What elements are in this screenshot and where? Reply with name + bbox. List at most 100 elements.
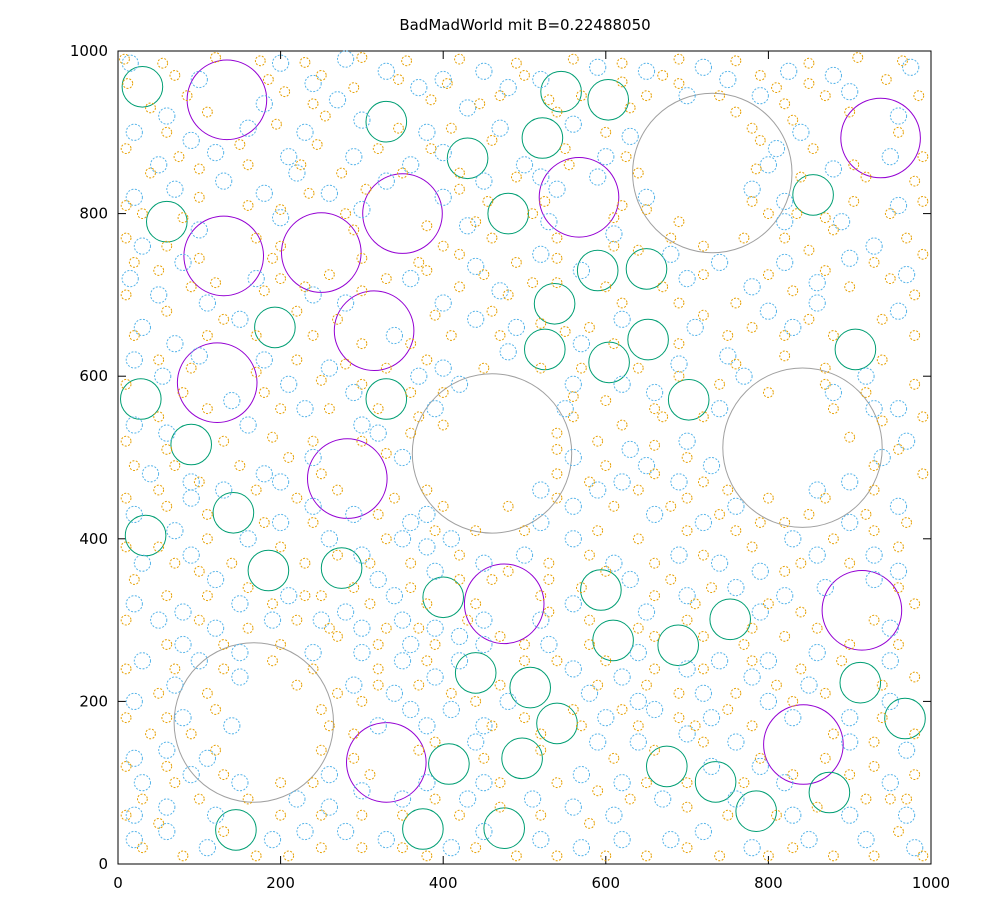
circle-point-blue — [393, 530, 412, 548]
circle-point-blue — [532, 513, 550, 532]
circle-point-orange — [901, 793, 912, 805]
circle-point-orange — [454, 167, 465, 179]
circle-point-blue — [320, 184, 338, 202]
circle-point-blue — [881, 652, 899, 670]
circle-point-orange — [153, 687, 165, 699]
circle-point-orange — [315, 374, 327, 386]
circle-point-orange — [283, 850, 295, 862]
circle-point-blue — [263, 611, 282, 629]
circle-point-orange — [698, 663, 709, 675]
circle-point-orange — [291, 679, 303, 691]
circle-point-blue — [564, 375, 582, 393]
circle-point-blue — [475, 172, 493, 190]
circle-point-orange — [722, 484, 734, 496]
circle-point-orange — [470, 842, 482, 854]
circle-point-orange — [307, 517, 319, 528]
circle-point-blue — [711, 253, 729, 271]
circle-point-orange — [332, 313, 343, 325]
circle-point-blue — [304, 448, 322, 467]
circle-point-orange — [750, 163, 762, 175]
circle-point-orange — [275, 204, 287, 215]
circle-point-orange — [324, 622, 335, 634]
circle-point-orange — [380, 622, 392, 634]
circle-point-blue — [353, 546, 371, 564]
circle-point-orange — [356, 285, 368, 297]
circle-point-orange — [153, 818, 165, 829]
circle-point-purple — [362, 173, 443, 254]
circle-point-orange — [161, 712, 173, 724]
circle-point-orange — [860, 509, 872, 520]
circle-point-gray — [632, 92, 793, 254]
circle-point-orange — [819, 90, 831, 102]
circle-point-orange — [527, 277, 538, 289]
circle-point-orange — [649, 744, 660, 756]
circle-point-orange — [527, 208, 538, 220]
circle-point-orange — [299, 557, 311, 569]
circle-point-blue — [121, 54, 139, 72]
circle-point-blue — [288, 790, 306, 808]
circle-point-blue — [459, 99, 477, 117]
circle-point-blue — [540, 635, 558, 654]
circle-point-blue — [564, 115, 582, 133]
circle-point-orange — [421, 655, 433, 667]
circle-point-blue — [841, 806, 859, 824]
circle-point-orange — [275, 639, 287, 650]
circle-point-orange — [307, 435, 319, 447]
circle-point-orange — [336, 167, 348, 179]
circle-point-blue — [605, 225, 623, 243]
circle-point-blue — [613, 668, 631, 686]
circle-point-blue — [328, 91, 347, 109]
circle-point-orange — [551, 777, 563, 789]
circle-point-orange — [380, 362, 392, 374]
circle-point-orange — [819, 362, 831, 374]
circle-point-blue — [727, 733, 745, 751]
circle-point-green — [212, 492, 255, 534]
circle-point-orange — [698, 269, 709, 281]
circle-point-orange — [494, 631, 506, 642]
circle-point-orange — [868, 257, 880, 268]
circle-point-blue — [694, 513, 713, 532]
circle-point-blue — [727, 790, 745, 808]
circle-point-orange — [567, 411, 579, 423]
circle-point-orange — [539, 196, 551, 207]
circle-point-blue — [434, 144, 452, 162]
circle-point-blue — [393, 652, 412, 670]
circle-point-orange — [754, 135, 766, 146]
circle-point-green — [834, 328, 877, 371]
circle-point-blue — [296, 400, 314, 418]
circle-point-orange — [844, 639, 856, 650]
circle-point-orange — [803, 57, 815, 69]
circle-point-orange — [673, 216, 685, 228]
circle-point-purple — [463, 563, 545, 645]
circle-point-orange — [657, 281, 669, 293]
circle-point-blue — [320, 798, 338, 816]
circle-point-orange — [917, 151, 929, 163]
circle-point-blue — [841, 733, 859, 751]
circle-point-orange — [486, 232, 498, 244]
circle-point-green — [625, 248, 668, 290]
circle-point-green — [487, 192, 530, 235]
circle-point-blue — [597, 148, 615, 166]
circle-point-orange — [226, 557, 238, 569]
circle-point-orange — [242, 200, 254, 211]
circle-point-green — [402, 808, 444, 850]
circle-point-orange — [242, 159, 254, 171]
circle-point-orange — [380, 273, 392, 285]
circle-point-orange — [673, 78, 685, 89]
circle-point-orange — [275, 273, 287, 285]
circle-point-blue — [133, 554, 151, 572]
circle-point-orange — [600, 281, 612, 293]
circle-point-blue — [426, 668, 444, 686]
circle-point-blue — [402, 635, 420, 654]
circle-point-orange — [632, 244, 644, 256]
circle-point-blue — [841, 473, 859, 491]
circle-point-orange — [511, 171, 522, 183]
circle-point-blue — [402, 513, 420, 532]
circle-point-blue — [190, 221, 208, 239]
circle-point-orange — [763, 269, 774, 281]
circle-point-blue — [304, 74, 322, 93]
circle-point-blue — [678, 587, 696, 605]
circle-point-blue — [808, 546, 826, 564]
circle-point-blue — [475, 62, 493, 80]
circle-point-orange — [307, 98, 319, 110]
